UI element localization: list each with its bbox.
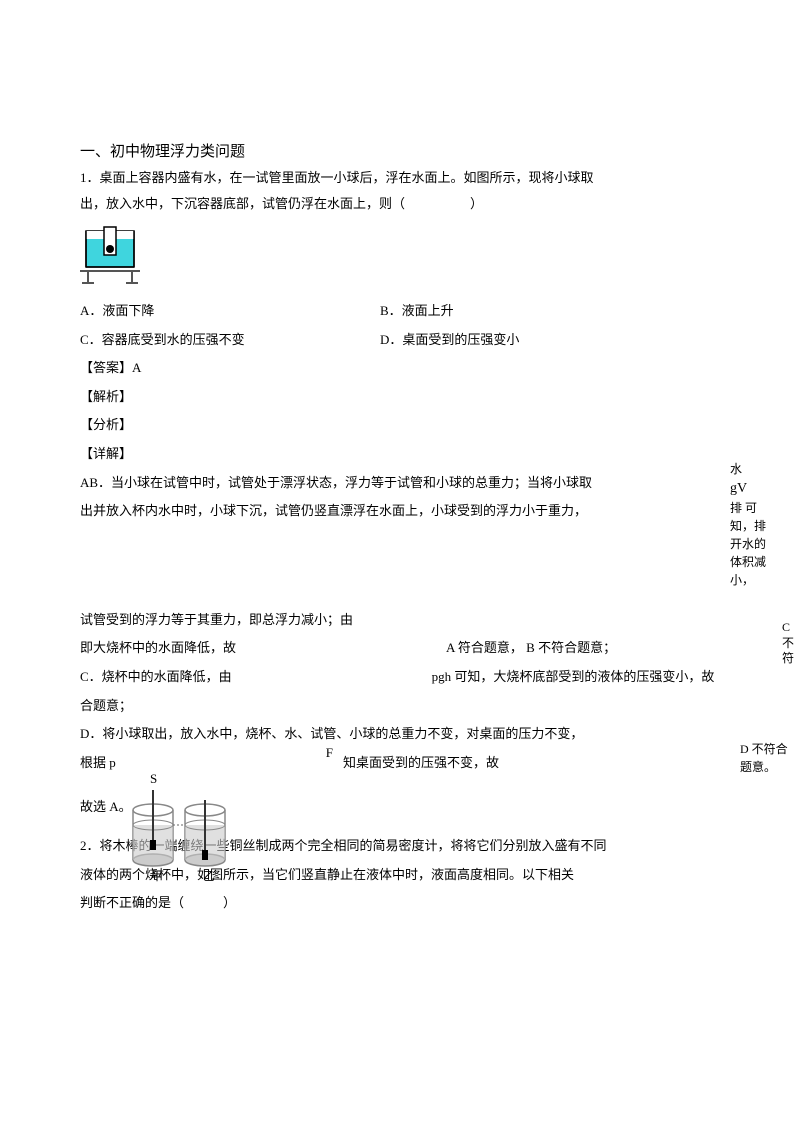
side-sym-gv: gV [730, 478, 775, 499]
water-level-row: 即大烧杯中的水面降低，故 A 符合题意， B 不符合题意； [80, 634, 720, 663]
q1-text: 1．桌面上容器内盛有水，在一试管里面放一小球后，浮在水面上。如图所示，现将小球取 [80, 165, 720, 191]
detail-water-1: 即大烧杯中的水面降低，故 [80, 634, 236, 663]
side-sym-pai: 排 [730, 501, 742, 515]
figure-densitometer: 甲 乙 [125, 770, 235, 894]
detail-c-3: 合题意； [80, 692, 720, 721]
detail-c-1: C．烧杯中的水面降低，由 [80, 663, 232, 692]
svg-text:乙: 乙 [203, 869, 215, 883]
analysis-label: 【分析】 [80, 411, 720, 440]
option-b: B．液面上升 [380, 297, 720, 326]
side-note-d: D 不符合题意。 [740, 740, 795, 776]
detail-d-1: D．将小球取出，放入水中，烧杯、水、试管、小球的总重力不变，对桌面的压力不变， [80, 720, 720, 749]
detail-label: 【详解】 [80, 440, 720, 469]
option-a: A．液面下降 [80, 297, 380, 326]
side-sym-water: 水 [730, 460, 775, 478]
detail-float: 试管受到的浮力等于其重力，即总浮力减小；由 [80, 606, 720, 635]
option-c: C．容器底受到水的压强不变 [80, 326, 380, 355]
svg-text:甲: 甲 [151, 869, 163, 883]
detail-d-f: F [326, 739, 333, 768]
detail-water-2: A 符合题意， B 不符合题意； [446, 634, 616, 663]
option-d: D．桌面受到的压强变小 [380, 326, 720, 355]
options-row-1: A．液面下降 B．液面上升 [80, 297, 720, 326]
explain-label: 【解析】 [80, 383, 720, 412]
options-row-2: C．容器底受到水的压强不变 D．桌面受到的压强变小 [80, 326, 720, 355]
detail-c-2: pgh 可知，大烧杯底部受到的液体的压强变小，故 [432, 663, 715, 692]
q1-line2: 出，放入水中，下沉容器底部，试管仍浮在水面上，则（ ） [80, 191, 720, 217]
detail-d-p: 根据 p [80, 749, 116, 778]
figure-test-tube [80, 225, 720, 289]
side-note-c: C不符 [782, 620, 800, 667]
detail-c-row: C．烧杯中的水面降低，由 pgh 可知，大烧杯底部受到的液体的压强变小，故 [80, 663, 720, 692]
q2-number: 2． [80, 838, 100, 853]
section-title: 一、初中物理浮力类问题 [80, 140, 720, 161]
answer-label: 【答案】A [80, 354, 720, 383]
detail-d-s: S [150, 771, 790, 787]
q1-line1: 桌面上容器内盛有水，在一试管里面放一小球后，浮在水面上。如图所示，现将小球取 [100, 170, 594, 185]
side-note-formula: 水 gV 排 可知，排开水的体积减小， [730, 460, 775, 589]
q1-number: 1． [80, 170, 100, 185]
detail-ab-1: AB．当小球在试管中时，试管处于漂浮状态，浮力等于试管和小球的总重力；当将小球取 [80, 469, 720, 498]
detail-ab-2: 出并放入杯内水中时，小球下沉，试管仍竖直漂浮在水面上，小球受到的浮力小于重力， [80, 497, 720, 526]
